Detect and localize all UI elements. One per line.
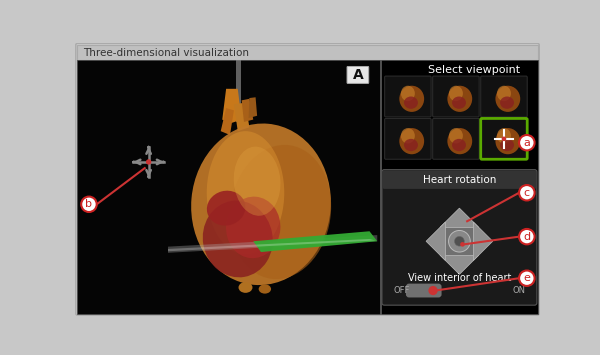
Ellipse shape <box>207 131 284 254</box>
Ellipse shape <box>448 86 472 112</box>
Polygon shape <box>168 235 377 253</box>
FancyBboxPatch shape <box>382 170 537 305</box>
Circle shape <box>428 286 438 295</box>
Ellipse shape <box>203 201 273 277</box>
Polygon shape <box>242 99 253 122</box>
Text: Select viewpoint: Select viewpoint <box>428 65 520 75</box>
Bar <box>445 228 473 255</box>
Polygon shape <box>473 222 493 261</box>
Circle shape <box>519 135 535 151</box>
Text: d: d <box>523 232 530 242</box>
Polygon shape <box>222 89 242 124</box>
Ellipse shape <box>497 128 511 143</box>
Ellipse shape <box>400 128 424 154</box>
FancyBboxPatch shape <box>383 170 536 189</box>
Bar <box>236 60 241 122</box>
Ellipse shape <box>452 139 466 151</box>
Ellipse shape <box>496 86 520 112</box>
Circle shape <box>519 185 535 201</box>
Ellipse shape <box>226 197 280 258</box>
Circle shape <box>146 159 151 165</box>
FancyBboxPatch shape <box>433 76 479 117</box>
Ellipse shape <box>500 97 514 109</box>
Text: OFF: OFF <box>393 286 409 295</box>
Ellipse shape <box>449 128 463 143</box>
Ellipse shape <box>404 97 418 109</box>
Text: a: a <box>523 138 530 148</box>
Ellipse shape <box>239 282 253 293</box>
Ellipse shape <box>207 191 245 226</box>
Ellipse shape <box>500 139 514 151</box>
Ellipse shape <box>230 145 331 279</box>
Ellipse shape <box>449 86 463 101</box>
FancyBboxPatch shape <box>433 119 479 159</box>
Text: ON: ON <box>512 286 526 295</box>
Polygon shape <box>440 255 479 274</box>
Ellipse shape <box>401 86 415 101</box>
FancyBboxPatch shape <box>347 66 369 83</box>
Text: Three-dimensional visualization: Three-dimensional visualization <box>83 48 249 58</box>
Polygon shape <box>234 103 250 131</box>
Polygon shape <box>168 239 376 251</box>
Circle shape <box>455 236 464 246</box>
Polygon shape <box>253 231 377 252</box>
Ellipse shape <box>497 86 511 101</box>
FancyBboxPatch shape <box>76 43 539 315</box>
Circle shape <box>81 197 97 212</box>
Text: View interior of heart: View interior of heart <box>408 273 511 283</box>
Circle shape <box>502 137 506 141</box>
Circle shape <box>449 230 470 252</box>
Bar <box>77 45 538 60</box>
Text: Heart rotation: Heart rotation <box>423 175 496 185</box>
Polygon shape <box>221 108 234 135</box>
FancyBboxPatch shape <box>406 284 442 297</box>
Ellipse shape <box>448 128 472 154</box>
Ellipse shape <box>400 86 424 112</box>
Circle shape <box>519 271 535 286</box>
Bar <box>381 60 538 313</box>
Ellipse shape <box>404 139 418 151</box>
Ellipse shape <box>234 147 280 216</box>
FancyBboxPatch shape <box>385 119 431 159</box>
Polygon shape <box>248 97 257 118</box>
Ellipse shape <box>452 97 466 109</box>
Text: b: b <box>85 199 92 209</box>
Polygon shape <box>440 208 479 228</box>
Circle shape <box>460 242 465 247</box>
Ellipse shape <box>496 128 520 154</box>
FancyBboxPatch shape <box>481 76 527 117</box>
Bar <box>77 60 380 313</box>
Text: c: c <box>524 188 530 198</box>
FancyBboxPatch shape <box>481 119 527 159</box>
Text: e: e <box>523 273 530 283</box>
Ellipse shape <box>259 284 271 294</box>
Text: A: A <box>353 68 363 82</box>
Ellipse shape <box>191 124 331 285</box>
Circle shape <box>519 229 535 244</box>
Polygon shape <box>426 222 445 261</box>
FancyBboxPatch shape <box>385 76 431 117</box>
Ellipse shape <box>401 128 415 143</box>
